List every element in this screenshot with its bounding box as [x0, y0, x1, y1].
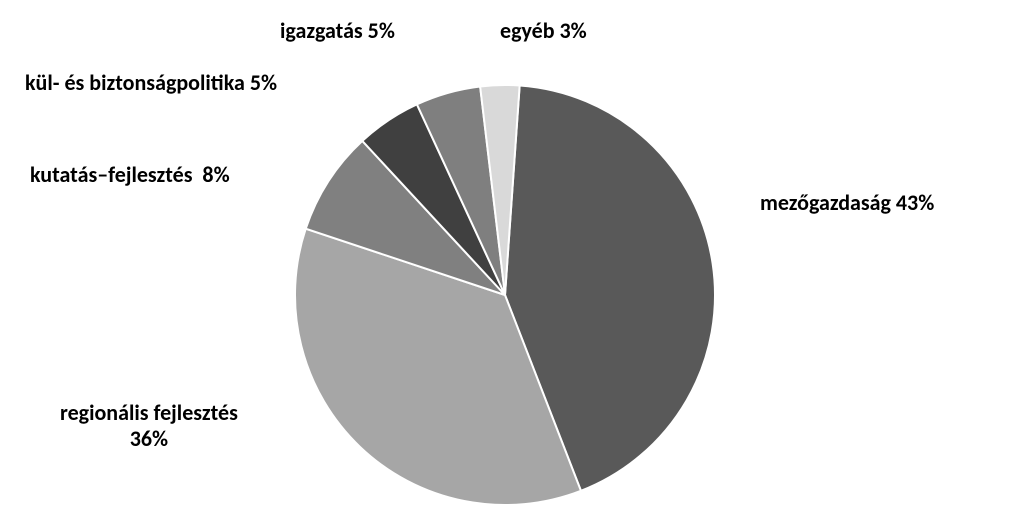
pie-slice-label: egyéb 3% [500, 18, 587, 44]
pie-slice-label: mezőgazdaság 43% [760, 190, 934, 216]
pie-slice-label-line: kutatás–fejlesztés 8% [30, 162, 230, 188]
pie-slice-label-line: mezőgazdaság 43% [760, 190, 934, 216]
pie-slice-label: regionális fejlesztés36% [60, 400, 238, 453]
pie-slice-label-line: 36% [60, 426, 238, 452]
pie-slice-label: kutatás–fejlesztés 8% [30, 162, 230, 188]
pie-slice-label-line: igazgatás 5% [280, 18, 395, 44]
pie-chart: mezőgazdaság 43% regionális fejlesztés36%… [0, 0, 1024, 517]
pie-slice-label: kül- és biztonságpolitika 5% [25, 70, 277, 96]
pie-slice-label-line: egyéb 3% [500, 18, 587, 44]
pie-slice-label-line: kül- és biztonságpolitika 5% [25, 70, 277, 96]
pie-slice-label: igazgatás 5% [280, 18, 395, 44]
pie-slice-label-line: regionális fejlesztés [60, 400, 238, 426]
